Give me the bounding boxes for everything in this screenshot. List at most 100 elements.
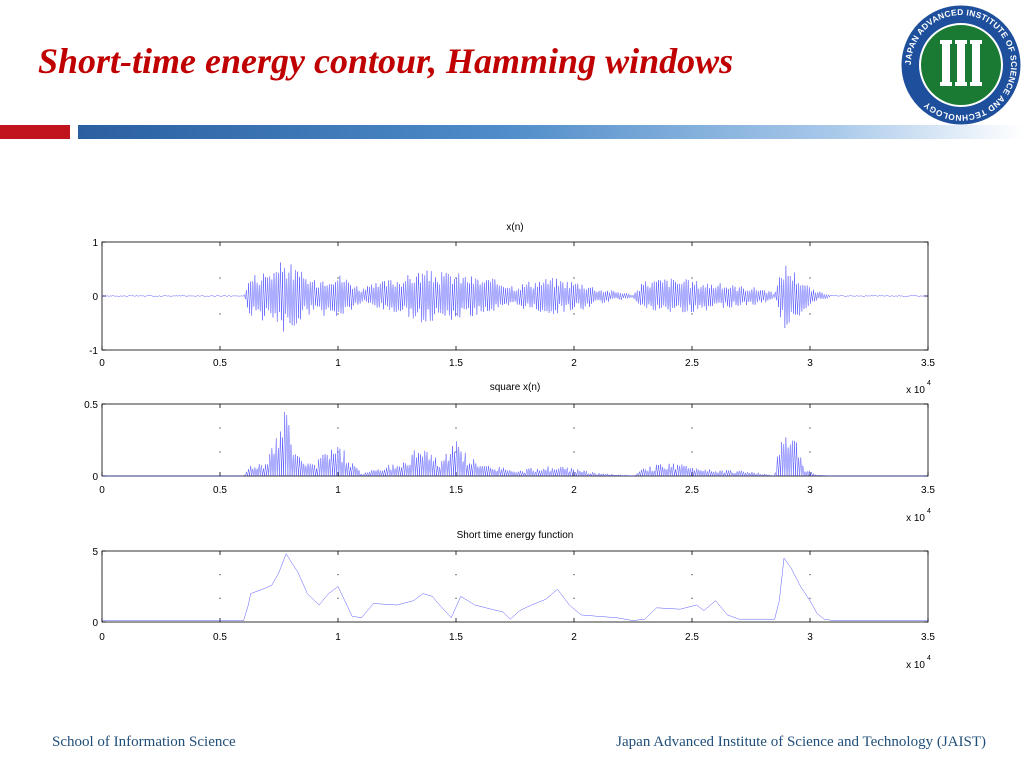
x-tick-label: 3	[807, 485, 813, 496]
x-tick-label: 1	[335, 632, 341, 643]
grid-dot	[927, 427, 929, 429]
plot-title: square x(n)	[490, 382, 541, 393]
x-multiplier: x 10	[906, 660, 925, 671]
grid-dot	[455, 573, 457, 576]
grid-dot	[337, 427, 339, 429]
x-tick-label: 3	[807, 632, 813, 643]
grid-dot	[691, 573, 693, 576]
chart-3: Short time energy function 0 0.5 1 1.5 2 2.5 3 3…	[92, 530, 935, 671]
grid-dot	[927, 573, 929, 576]
grid-dot	[337, 573, 339, 576]
grid-dot	[101, 427, 103, 429]
series-line	[102, 553, 928, 621]
grid-dot	[455, 427, 457, 429]
y-tick-label: 0	[92, 472, 98, 483]
grid-dot	[573, 427, 575, 429]
grid-dot	[337, 313, 339, 315]
grid-dot	[691, 597, 693, 600]
grid-dot	[101, 277, 103, 279]
title-underline-blue	[78, 125, 1024, 139]
grid-dot	[691, 427, 693, 429]
x-tick-label: 1	[335, 358, 341, 369]
x-tick-label: 2	[571, 358, 577, 369]
x-tick-label: 2.5	[685, 485, 699, 496]
title-underline-red	[0, 125, 70, 139]
grid-dot	[219, 427, 221, 429]
grid-dot	[573, 597, 575, 600]
grid-dot	[573, 573, 575, 576]
grid-dot	[219, 451, 221, 453]
grid-dot	[101, 573, 103, 576]
x-tick-label: 3.5	[921, 358, 935, 369]
logo-columns	[940, 40, 982, 86]
grid-dot	[809, 573, 811, 576]
grid-dot	[337, 597, 339, 600]
grid-dot	[927, 277, 929, 279]
y-tick-label: 1	[92, 238, 98, 249]
x-multiplier-exponent: 4	[927, 655, 931, 662]
plot-frame	[101, 550, 929, 623]
x-tick-label: 0	[99, 358, 105, 369]
x-tick-label: 1.5	[449, 485, 463, 496]
x-tick-label: 0	[99, 632, 105, 643]
grid-dot	[691, 277, 693, 279]
grid-dot	[219, 313, 221, 315]
plot-title: x(n)	[506, 222, 523, 233]
grid-dot	[691, 313, 693, 315]
y-tick-label: 0	[92, 292, 98, 303]
x-tick-label: 0.5	[213, 358, 227, 369]
grid-dot	[809, 427, 811, 429]
series-line	[102, 411, 928, 477]
grid-dot	[691, 451, 693, 453]
x-tick-label: 3.5	[921, 485, 935, 496]
grid-dot	[101, 313, 103, 315]
y-tick-label: 0.5	[84, 400, 98, 411]
x-tick-label: 2	[571, 632, 577, 643]
x-multiplier-exponent: 4	[927, 380, 931, 387]
grid-dot	[927, 597, 929, 600]
grid-dot	[101, 597, 103, 600]
x-tick-label: 2.5	[685, 358, 699, 369]
grid-dot	[337, 277, 339, 279]
grid-dot	[573, 313, 575, 315]
y-tick-label: -1	[89, 346, 98, 357]
grid-dot	[809, 277, 811, 279]
x-tick-label: 1	[335, 485, 341, 496]
jaist-logo: JAPAN ADVANCED INSTITUTE OF SCIENCE AND …	[901, 5, 1021, 125]
y-tick-label: 0	[92, 618, 98, 629]
x-tick-label: 2.5	[685, 632, 699, 643]
x-tick-label: 1.5	[449, 358, 463, 369]
grid-dot	[809, 313, 811, 315]
x-multiplier: x 10	[906, 385, 925, 396]
x-tick-label: 0	[99, 485, 105, 496]
grid-dot	[219, 597, 221, 600]
grid-dot	[455, 277, 457, 279]
footer-right: Japan Advanced Institute of Science and …	[616, 734, 986, 750]
grid-dot	[219, 277, 221, 279]
grid-dot	[219, 573, 221, 576]
chart-2: square x(n)0 0.5 1 1.5 2 2.5 3 3.500.5x 104	[84, 382, 935, 524]
footer-left: School of Information Science	[52, 734, 236, 750]
x-tick-label: 1.5	[449, 632, 463, 643]
slide-title: Short-time energy contour, Hamming windo…	[38, 41, 734, 81]
grid-dot	[927, 313, 929, 315]
x-tick-label: 3	[807, 358, 813, 369]
x-tick-label: 0.5	[213, 632, 227, 643]
x-tick-label: 0.5	[213, 485, 227, 496]
plot-frame	[101, 403, 929, 477]
plot-title: Short time energy function	[457, 530, 574, 541]
x-tick-label: 3.5	[921, 632, 935, 643]
grid-dot	[809, 451, 811, 453]
grid-dot	[573, 277, 575, 279]
series-line	[101, 262, 928, 332]
grid-dot	[573, 451, 575, 453]
grid-dot	[101, 451, 103, 453]
grid-dot	[455, 597, 457, 600]
x-multiplier-exponent: 4	[927, 508, 931, 515]
grid-dot	[927, 451, 929, 453]
grid-dot	[809, 597, 811, 600]
x-multiplier: x 10	[906, 513, 925, 524]
x-tick-label: 2	[571, 485, 577, 496]
